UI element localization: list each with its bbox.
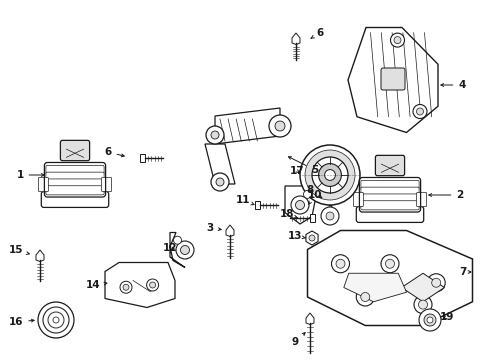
- Circle shape: [149, 282, 156, 288]
- Text: 17: 17: [290, 166, 304, 176]
- Circle shape: [176, 241, 194, 259]
- Circle shape: [211, 131, 219, 139]
- Polygon shape: [285, 186, 315, 224]
- Circle shape: [356, 288, 374, 306]
- Text: 13: 13: [288, 231, 305, 241]
- Polygon shape: [306, 313, 314, 324]
- Polygon shape: [255, 201, 260, 209]
- Text: 16: 16: [9, 317, 34, 327]
- Circle shape: [300, 145, 360, 205]
- Circle shape: [381, 255, 399, 273]
- Polygon shape: [292, 33, 300, 45]
- Circle shape: [386, 259, 394, 268]
- FancyBboxPatch shape: [361, 187, 419, 196]
- Circle shape: [303, 190, 312, 198]
- Circle shape: [394, 37, 401, 44]
- Circle shape: [312, 157, 348, 193]
- Polygon shape: [306, 231, 318, 245]
- Text: 10: 10: [308, 190, 322, 204]
- Polygon shape: [226, 225, 234, 237]
- Text: 12: 12: [163, 243, 177, 253]
- FancyBboxPatch shape: [60, 140, 90, 161]
- Text: 11: 11: [236, 195, 254, 205]
- Circle shape: [295, 201, 304, 210]
- Circle shape: [419, 309, 441, 331]
- Circle shape: [147, 279, 159, 291]
- Circle shape: [336, 259, 345, 268]
- Polygon shape: [310, 214, 315, 222]
- Circle shape: [324, 170, 335, 180]
- FancyBboxPatch shape: [101, 177, 112, 192]
- Circle shape: [414, 296, 432, 314]
- Circle shape: [120, 281, 132, 293]
- Circle shape: [424, 314, 436, 326]
- Polygon shape: [36, 250, 44, 261]
- Text: 8: 8: [306, 185, 322, 198]
- FancyBboxPatch shape: [46, 165, 104, 175]
- Text: 18: 18: [280, 209, 297, 219]
- Circle shape: [427, 317, 433, 323]
- FancyBboxPatch shape: [46, 186, 104, 195]
- Circle shape: [305, 150, 355, 200]
- Circle shape: [418, 300, 427, 309]
- Text: 6: 6: [104, 147, 124, 157]
- Circle shape: [391, 33, 405, 47]
- Polygon shape: [140, 154, 145, 162]
- Text: 7: 7: [459, 267, 471, 277]
- Polygon shape: [105, 262, 175, 307]
- Polygon shape: [344, 273, 407, 302]
- Text: 5: 5: [289, 157, 318, 175]
- Text: 3: 3: [206, 223, 221, 233]
- Text: 9: 9: [292, 333, 305, 347]
- FancyBboxPatch shape: [361, 201, 419, 210]
- FancyBboxPatch shape: [46, 172, 104, 181]
- Text: 6: 6: [311, 28, 323, 38]
- Circle shape: [269, 115, 291, 137]
- Text: 2: 2: [429, 190, 464, 200]
- Circle shape: [291, 196, 309, 214]
- Polygon shape: [170, 233, 185, 267]
- Polygon shape: [215, 108, 280, 144]
- Polygon shape: [401, 273, 444, 302]
- Circle shape: [427, 274, 445, 292]
- FancyBboxPatch shape: [353, 192, 364, 207]
- FancyBboxPatch shape: [361, 180, 419, 189]
- Text: 14: 14: [86, 280, 107, 290]
- Text: 15: 15: [9, 245, 29, 255]
- Polygon shape: [348, 27, 438, 132]
- Polygon shape: [308, 230, 472, 325]
- Circle shape: [180, 246, 190, 255]
- FancyBboxPatch shape: [375, 156, 405, 176]
- FancyBboxPatch shape: [46, 179, 104, 188]
- FancyBboxPatch shape: [38, 177, 49, 192]
- Circle shape: [416, 108, 423, 115]
- FancyBboxPatch shape: [356, 207, 424, 222]
- Circle shape: [413, 104, 427, 118]
- Circle shape: [206, 126, 224, 144]
- Circle shape: [173, 236, 181, 244]
- Text: 4: 4: [441, 80, 465, 90]
- Circle shape: [326, 212, 334, 220]
- FancyBboxPatch shape: [381, 68, 405, 90]
- Circle shape: [361, 292, 370, 302]
- Text: 1: 1: [16, 170, 44, 180]
- Circle shape: [432, 278, 441, 287]
- Circle shape: [211, 173, 229, 191]
- FancyBboxPatch shape: [416, 192, 427, 207]
- Circle shape: [123, 284, 129, 290]
- Polygon shape: [205, 144, 235, 184]
- FancyBboxPatch shape: [41, 192, 109, 207]
- Circle shape: [321, 207, 339, 225]
- Circle shape: [332, 255, 349, 273]
- Circle shape: [216, 178, 224, 186]
- Circle shape: [318, 163, 342, 186]
- Text: 19: 19: [440, 312, 454, 322]
- Circle shape: [275, 121, 285, 131]
- FancyBboxPatch shape: [361, 194, 419, 203]
- Circle shape: [309, 235, 315, 241]
